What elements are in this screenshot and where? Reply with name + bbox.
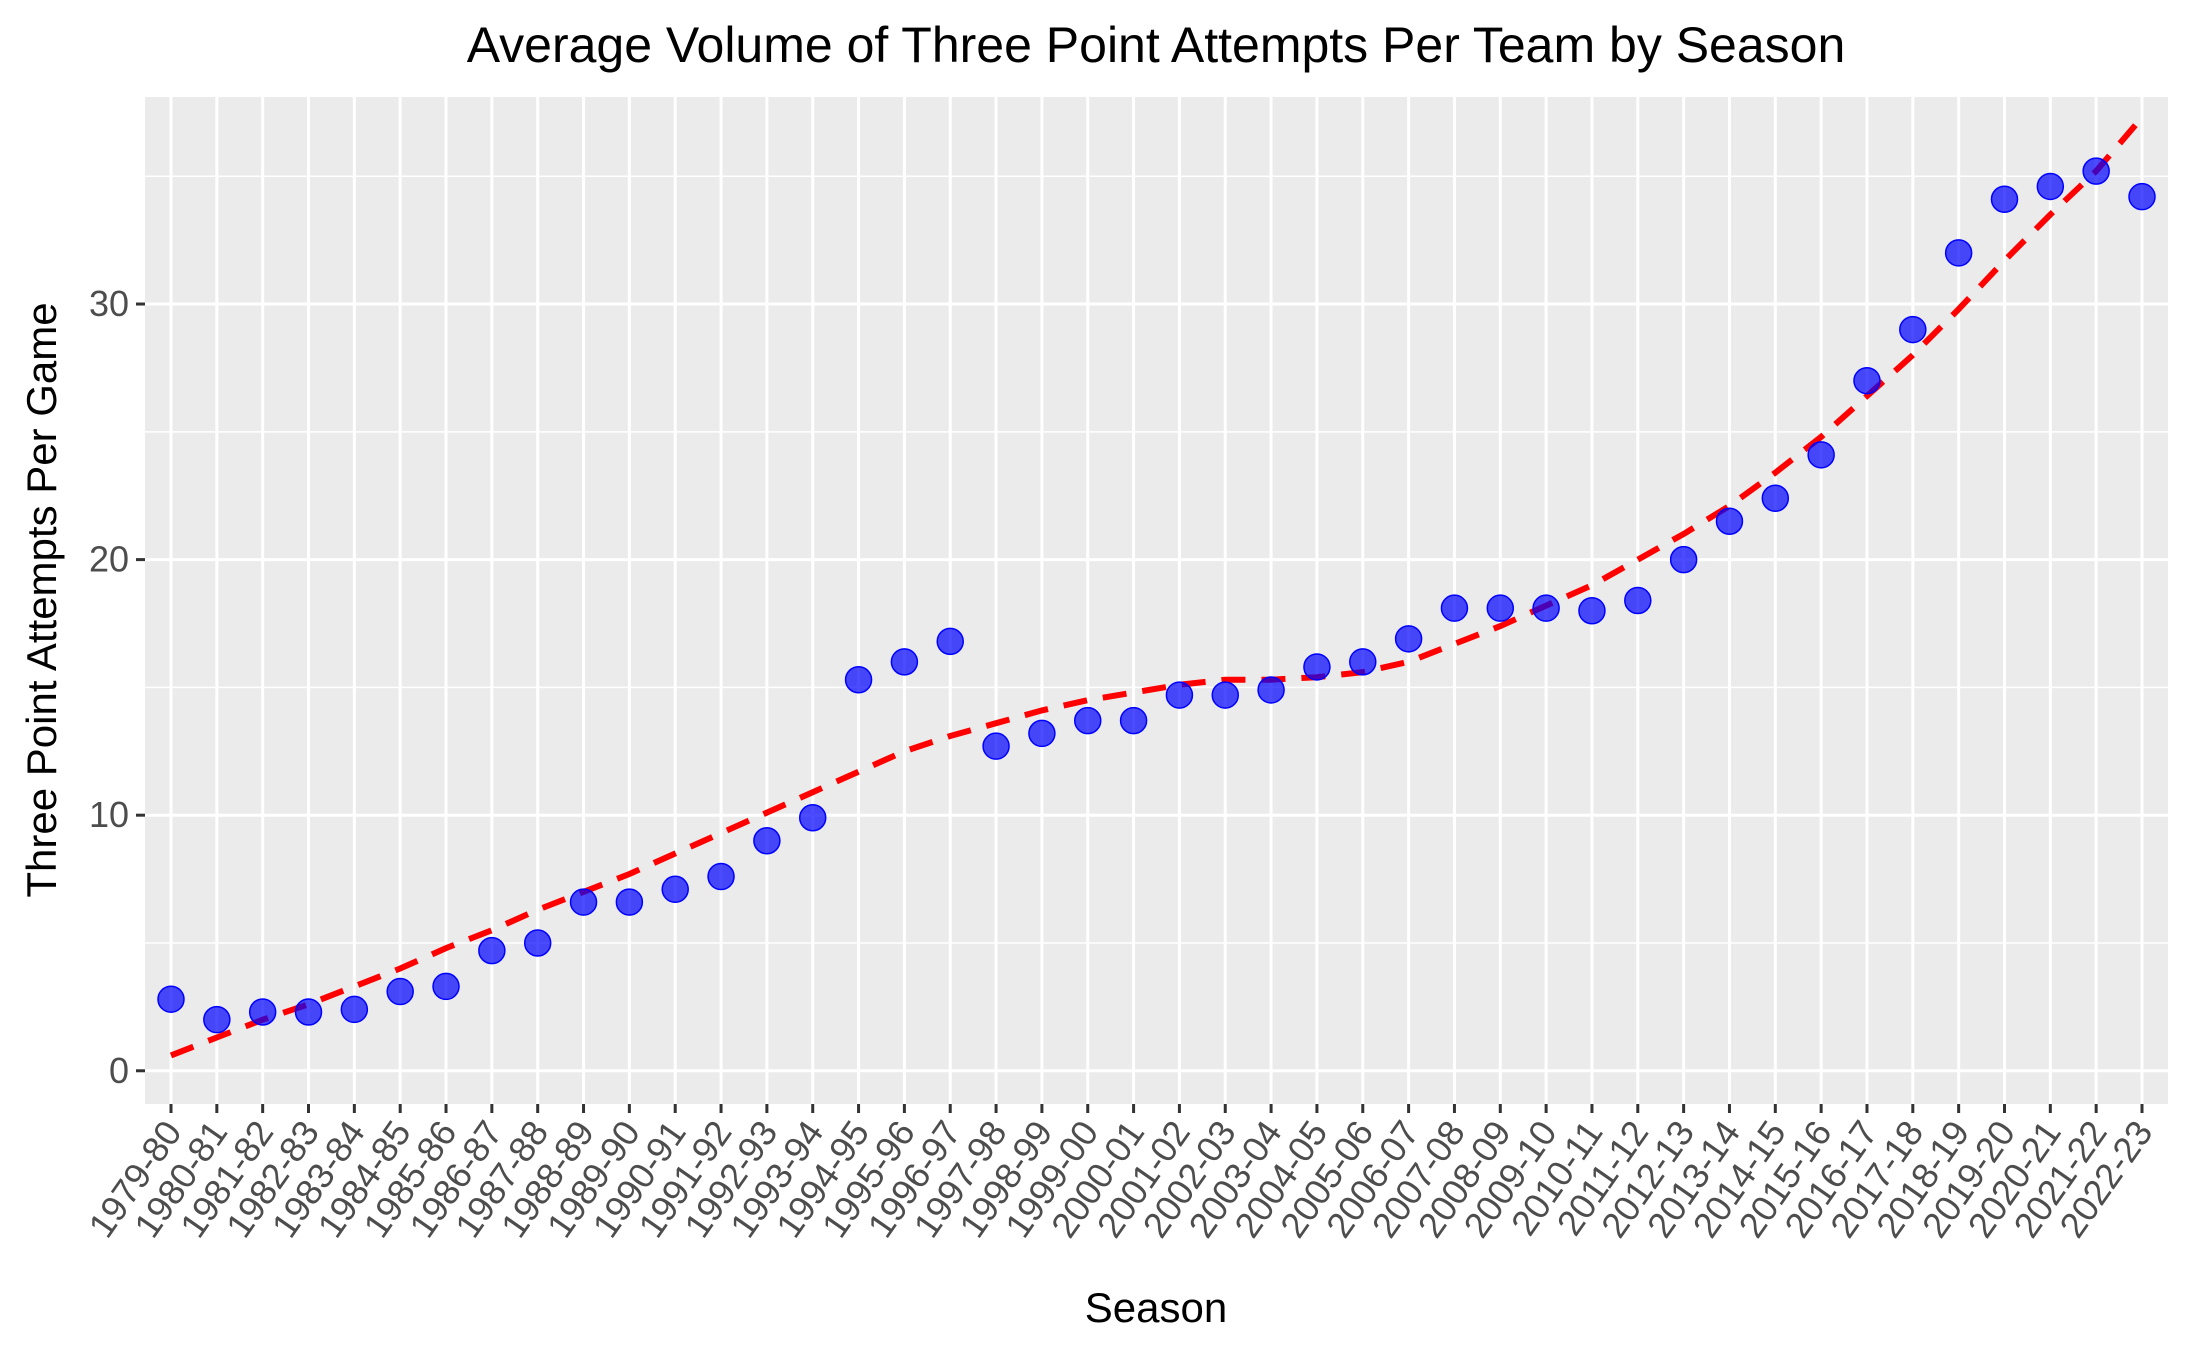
y-tick-label: 30 — [89, 283, 129, 324]
data-point — [2082, 157, 2110, 185]
y-tick-label: 0 — [109, 1050, 129, 1091]
data-point — [1944, 239, 1973, 267]
data-point — [798, 803, 827, 832]
y-tick-label: 20 — [89, 539, 129, 580]
data-point — [1303, 653, 1331, 681]
data-point — [707, 862, 735, 891]
data-point — [2128, 182, 2156, 211]
x-axis-title: Season — [1085, 1284, 1227, 1331]
trend-layer — [169, 115, 2145, 1059]
data-point — [157, 985, 185, 1013]
data-point — [1165, 681, 1194, 709]
y-axis: 0 10 20 30 — [89, 283, 145, 1091]
data-point — [890, 648, 919, 676]
data-point — [1257, 676, 1285, 704]
data-point — [1990, 185, 2019, 213]
data-point — [386, 977, 414, 1006]
data-point — [1578, 596, 1606, 625]
data-point — [1669, 545, 1698, 574]
chart-title: Average Volume of Three Point Attempts P… — [467, 17, 1846, 73]
data-point — [1715, 507, 1744, 536]
data-point — [523, 929, 552, 957]
data-point — [248, 998, 277, 1026]
plot-panel — [145, 97, 2168, 1104]
grid-minor-lines — [145, 175, 2168, 944]
data-point — [1394, 625, 1423, 653]
data-point — [753, 826, 781, 855]
data-point — [1853, 366, 1881, 395]
data-point — [1440, 594, 1469, 622]
data-point — [661, 875, 689, 904]
data-point — [340, 995, 369, 1024]
data-point — [982, 732, 1010, 760]
data-point — [1807, 441, 1835, 469]
data-point — [478, 936, 506, 965]
y-tick-label: 10 — [89, 794, 129, 835]
data-point — [1119, 706, 1148, 735]
data-point — [844, 665, 873, 694]
data-point — [203, 1005, 231, 1034]
data-point — [1211, 681, 1240, 709]
y-axis-title: Three Point Attempts Per Game — [18, 302, 65, 897]
data-point — [1761, 484, 1790, 513]
data-point — [1486, 594, 1515, 622]
data-point — [1028, 719, 1056, 748]
data-point — [569, 888, 598, 916]
data-point — [1624, 586, 1652, 615]
points-layer — [157, 157, 2156, 1034]
data-point — [2036, 172, 2065, 201]
data-point — [1073, 706, 1102, 735]
x-axis: 1979-801980-811981-821982-831983-841984-… — [80, 1104, 2161, 1245]
grid-major-lines — [145, 97, 2168, 1104]
data-point — [1532, 594, 1560, 622]
data-point — [294, 998, 323, 1026]
data-point — [1349, 648, 1377, 676]
data-point — [615, 888, 644, 916]
trend-line — [169, 115, 2145, 1059]
data-point — [432, 972, 460, 1001]
data-point — [1899, 315, 1927, 344]
data-point — [936, 627, 964, 656]
